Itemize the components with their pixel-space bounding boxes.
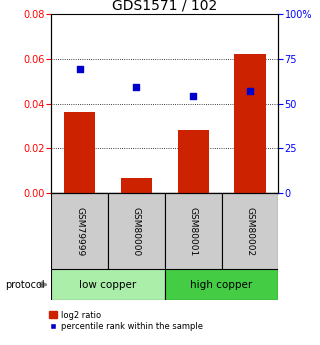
Text: protocol: protocol: [5, 280, 45, 289]
Text: GSM80002: GSM80002: [245, 207, 254, 256]
Legend: log2 ratio, percentile rank within the sample: log2 ratio, percentile rank within the s…: [49, 310, 204, 331]
Bar: [165, 269, 278, 300]
Title: GDS1571 / 102: GDS1571 / 102: [112, 0, 217, 13]
Bar: [234, 54, 266, 193]
Bar: [221, 193, 278, 269]
Point: [77, 67, 82, 72]
Bar: [51, 193, 108, 269]
Bar: [108, 193, 165, 269]
Text: high copper: high copper: [190, 280, 253, 289]
Point: [134, 85, 139, 90]
Bar: [51, 269, 165, 300]
Text: low copper: low copper: [79, 280, 137, 289]
Bar: [178, 130, 209, 193]
Text: GSM80001: GSM80001: [189, 207, 198, 256]
Bar: [121, 177, 152, 193]
Bar: [64, 112, 95, 193]
Point: [247, 88, 252, 94]
Text: GSM80000: GSM80000: [132, 207, 141, 256]
Text: GSM79999: GSM79999: [75, 207, 84, 256]
Bar: [165, 193, 221, 269]
Point: [191, 93, 196, 99]
